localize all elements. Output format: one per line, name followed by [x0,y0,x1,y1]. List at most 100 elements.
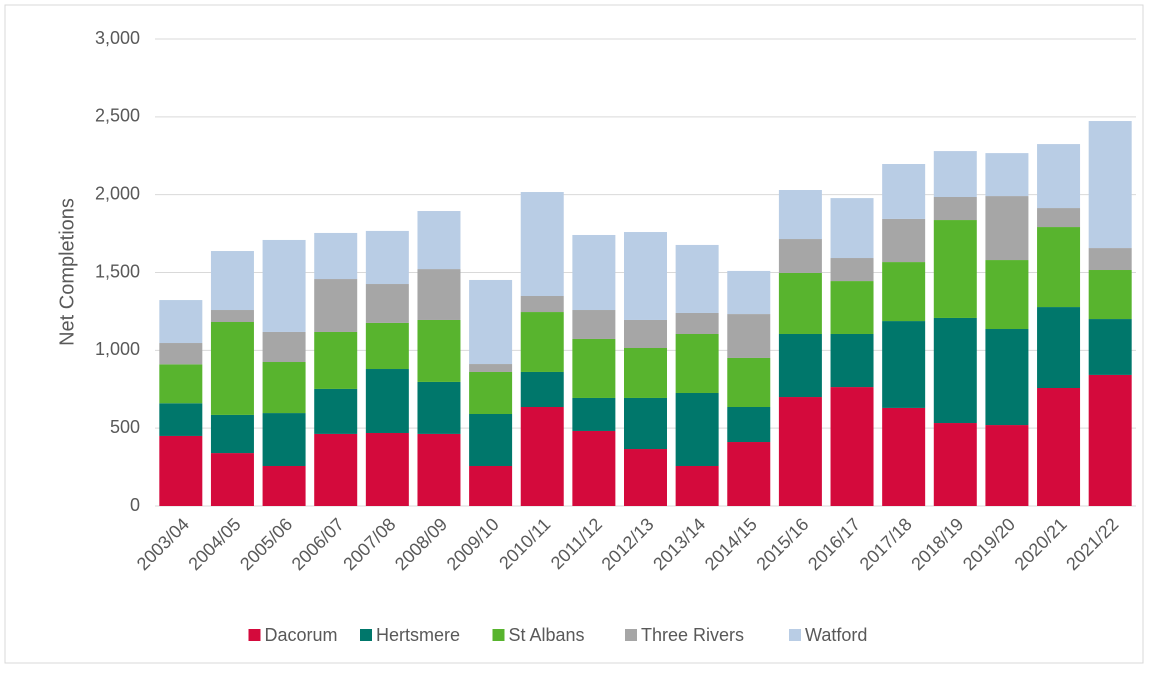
bar-segment [417,319,461,382]
y-tick-label: 500 [110,417,140,437]
legend-label: Hertsmere [376,625,460,645]
bar-segment [314,232,358,280]
bar-segment [520,312,564,372]
legend-label: Three Rivers [641,625,744,645]
bar-segment [882,321,926,408]
bar-segment [1037,307,1081,389]
bar-segment [365,322,409,370]
bar-segment [159,343,203,365]
bar-segment [159,435,203,506]
bar-segment [417,433,461,506]
bar-segment [624,232,667,320]
bar-segment [262,413,306,466]
bar-segment [314,331,358,389]
bar-segment [933,220,977,318]
bar-segment [262,239,306,332]
bar-segment [159,364,203,404]
bar-segment [365,369,409,433]
bar-segment [778,397,822,506]
bar-segment [520,406,564,506]
bar-segment [830,198,874,259]
bar-segment [882,164,926,219]
bar-segment [469,414,513,466]
y-tick-label: 1,000 [95,339,140,359]
bar-segment [624,449,667,506]
bar-segment [882,218,926,263]
bar-segment [675,392,719,466]
bar-segment [933,423,977,506]
bar-segment [675,333,719,393]
bar-segment [1037,227,1081,308]
bar-segment [210,310,254,323]
bar-segment [520,192,564,297]
bar-segment [572,338,616,398]
bar-segment [933,151,977,198]
bar-segment [624,319,667,348]
bar-segment [1037,208,1081,228]
bar-segment [572,430,616,506]
bar-segment [675,465,719,506]
bar-segment [159,300,203,344]
bar-segment [985,196,1029,261]
legend-label: Dacorum [265,625,338,645]
legend-swatch [492,629,505,641]
bar-segment [365,432,409,506]
bar-segment [572,234,616,311]
y-tick-label: 3,000 [95,28,140,48]
bar-segment [778,189,822,240]
bar-segment [417,269,461,320]
bar-segment [572,397,616,431]
bar-segment [262,362,306,414]
bar-segment [572,310,616,339]
legend-swatch [360,629,372,641]
legend-swatch [248,629,261,641]
bar-segment [1037,144,1081,209]
bar-segment [159,403,203,436]
y-tick-label: 2,500 [95,106,140,126]
bar-segment [830,258,874,282]
bar-segment [985,425,1029,506]
bar-segment [417,211,461,270]
bar-segment [830,387,874,506]
bar-segment [882,407,926,506]
bar-segment [314,388,358,434]
legend-label: Watford [805,625,867,645]
bar-segment [985,260,1029,330]
y-tick-label: 0 [130,495,140,515]
bar-segment [469,371,513,415]
bar-segment [985,329,1029,426]
bar-segment [830,281,874,334]
bar-segment [778,272,822,334]
bar-segment [624,347,667,398]
bar-segment [210,453,254,506]
legend-swatch [625,629,637,641]
bar-segment [778,239,822,273]
bar-segment [210,322,254,415]
bar-segment [365,230,409,285]
bar-segment [727,357,771,407]
bar-segment [1088,121,1132,249]
bar-segment [469,364,513,372]
bar-segment [727,270,771,315]
bar-segment [314,433,358,506]
bar-segment [365,284,409,323]
bar-segment [417,381,461,434]
bar-segment [778,333,822,398]
bar-segment [985,153,1029,197]
bar-segment [624,397,667,450]
bar-segment [210,414,254,454]
bar-segment [933,197,977,221]
bar-segment [830,333,874,388]
legend-label: St Albans [509,625,585,645]
bar-segment [469,279,513,365]
bar-segment [675,244,719,313]
bar-segment [1037,388,1081,506]
bar-segment [520,296,564,313]
bar-segment [262,465,306,506]
bar-segment [262,331,306,363]
bar-segment [210,251,254,311]
bar-segment [675,312,719,334]
y-axis-label: Net Completions [56,198,78,346]
bar-segment [933,317,977,424]
